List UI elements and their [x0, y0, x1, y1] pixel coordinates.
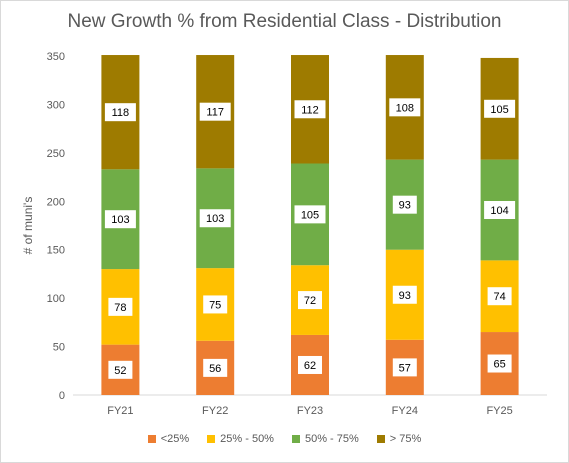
data-label-box — [487, 287, 512, 306]
data-label: 93 — [399, 290, 411, 302]
y-tick-label: 50 — [53, 342, 65, 354]
y-tick-label: 350 — [47, 51, 65, 63]
legend-item: 25% - 50% — [207, 433, 274, 445]
data-label: 104 — [490, 205, 508, 217]
data-label: 108 — [396, 102, 414, 114]
legend-swatch — [207, 435, 216, 443]
data-label: 118 — [112, 107, 130, 119]
data-label-box — [203, 295, 228, 314]
data-label: 103 — [111, 214, 129, 226]
data-label: 103 — [206, 213, 224, 225]
data-label: 52 — [114, 365, 126, 377]
legend-label: 25% - 50% — [220, 433, 274, 445]
data-label: 57 — [399, 362, 411, 374]
legend-swatch — [147, 435, 156, 443]
data-label: 65 — [493, 359, 505, 371]
data-label-box — [392, 358, 417, 377]
data-label-box — [199, 102, 231, 121]
data-label: 72 — [304, 295, 316, 307]
y-tick-label: 150 — [47, 245, 65, 257]
data-label: 112 — [301, 104, 319, 116]
legend-item: 50% - 75% — [291, 433, 359, 445]
x-tick-label: FY25 — [486, 405, 512, 417]
data-label-box — [298, 355, 322, 374]
data-label-box — [487, 354, 512, 373]
data-label: 56 — [209, 363, 221, 375]
data-label-box — [108, 297, 133, 316]
data-label-box — [108, 360, 133, 379]
legend-item: <25% — [147, 433, 190, 445]
x-tick-label: FY23 — [297, 405, 323, 417]
data-label: 78 — [114, 302, 126, 314]
data-label-box — [484, 99, 516, 118]
y-tick-label: 250 — [47, 148, 65, 160]
legend-swatch — [291, 435, 300, 443]
y-axis-title: # of muni's — [21, 197, 35, 255]
data-label-box — [389, 98, 421, 117]
y-tick-label: 200 — [47, 196, 65, 208]
legend-label: <25% — [160, 433, 190, 445]
y-tick-label: 100 — [47, 293, 65, 305]
chart-legend: <25% 25% - 50% 50% - 75% > 75% — [1, 433, 568, 445]
x-tick-label: FY24 — [392, 405, 418, 417]
data-label-box — [294, 205, 326, 224]
legend-label: 50% - 75% — [304, 433, 359, 445]
y-tick-label: 300 — [47, 99, 65, 111]
data-label-box — [203, 358, 228, 377]
data-label-box — [392, 195, 417, 214]
data-label-box — [199, 209, 231, 228]
x-tick-label: FY21 — [107, 405, 133, 417]
legend-swatch — [376, 435, 385, 443]
data-label: 117 — [206, 107, 224, 119]
data-label-box — [104, 210, 136, 229]
data-label: 105 — [490, 104, 508, 116]
legend-item: > 75% — [376, 433, 422, 445]
data-label-box — [294, 100, 326, 119]
data-label: 75 — [209, 299, 221, 311]
y-tick-label: 0 — [59, 390, 65, 402]
data-label-box — [392, 285, 417, 304]
legend-label: > 75% — [389, 433, 422, 445]
chart-title: New Growth % from Residential Class - Di… — [67, 11, 502, 32]
data-label: 74 — [493, 291, 505, 303]
data-label-box — [298, 291, 322, 310]
x-tick-label: FY22 — [202, 405, 228, 417]
data-label: 93 — [399, 200, 411, 212]
data-label: 105 — [301, 209, 319, 221]
data-label-box — [104, 103, 136, 122]
data-label: 62 — [304, 360, 316, 372]
data-label-box — [484, 201, 516, 220]
